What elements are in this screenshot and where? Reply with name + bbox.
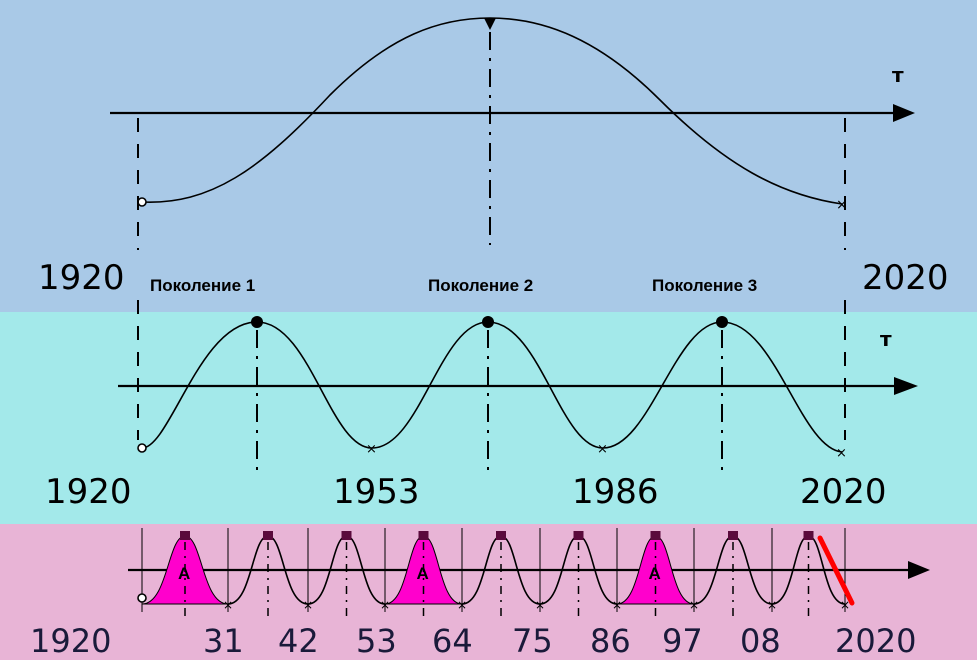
top-end-cross: × (836, 197, 848, 213)
bottom-trough-cross-1: × (223, 598, 233, 612)
bottom-peak-marker-8 (728, 531, 738, 540)
middle-panel: Поколение 1 Поколение 2 Поколение 3 т × … (45, 276, 918, 512)
bottom-trough-cross-6: × (612, 598, 622, 612)
bottom-peak-marker-7 (650, 531, 661, 540)
middle-end-cross: × (836, 446, 847, 461)
bottom-peak-marker-1 (180, 531, 190, 540)
bottom-trough-cross-3: × (380, 598, 390, 612)
bottom-panel-bg (0, 524, 977, 660)
bottom-tick-2020: 2020 (835, 622, 916, 660)
bottom-trough-cross-4: × (457, 598, 467, 612)
middle-year-start: 1920 (45, 472, 132, 512)
bottom-trough-cross-2: × (303, 598, 313, 612)
bottom-tick-75: 75 (512, 622, 553, 660)
top-axis-arrowhead (893, 104, 915, 122)
generation-3-label: Поколение 3 (652, 276, 757, 295)
top-peak-marker (484, 18, 496, 30)
generation-2-label: Поколение 2 (428, 276, 533, 295)
bottom-end-red-mark (817, 535, 855, 606)
bottom-trough-cross-7: × (689, 598, 699, 612)
generation-1-label: Поколение 1 (150, 276, 255, 295)
top-panel: т × 1920 2020 (38, 17, 949, 298)
bottom-start-point (137, 593, 147, 603)
middle-tick-1986: 1986 (572, 472, 659, 512)
middle-tick-1953: 1953 (333, 472, 420, 512)
bottom-tick-42: 42 (278, 622, 319, 660)
middle-peak-1 (251, 316, 263, 328)
bottom-tick-1920: 1920 (30, 622, 111, 660)
top-start-point (137, 197, 147, 207)
bottom-tick-08: 08 (740, 622, 781, 660)
bottom-peak-label-1: A (178, 564, 190, 583)
bottom-tick-31: 31 (203, 622, 244, 660)
middle-year-end: 2020 (800, 472, 887, 512)
middle-peak-3 (716, 316, 728, 328)
bottom-axis-arrowhead (908, 561, 930, 579)
middle-peak-2 (482, 316, 494, 328)
bottom-tick-86: 86 (590, 622, 631, 660)
middle-axis-arrowhead (894, 377, 918, 395)
bottom-peak-marker-3 (341, 531, 352, 540)
bottom-panel: A × × × A × × × A × × × 1920 31 42 53 64 75 86 97 08 2020 (30, 528, 930, 660)
bottom-trough-cross-5: × (535, 598, 545, 612)
bottom-peak-marker-6 (573, 531, 584, 540)
bottom-peak-marker-5 (496, 531, 506, 540)
middle-trough-cross-2: × (597, 442, 608, 457)
top-axis-label: т (892, 63, 904, 87)
bottom-tick-labels: 1920 31 42 53 64 75 86 97 08 2020 (30, 622, 916, 660)
top-panel-bg (0, 0, 977, 312)
bottom-peak-label-4: A (417, 564, 429, 583)
bottom-peak-markers: A × × × A × × × A × × × (178, 531, 850, 620)
middle-start-point (137, 443, 147, 453)
top-year-end: 2020 (862, 258, 949, 298)
bottom-tick-97: 97 (662, 622, 703, 660)
middle-axis-label: т (880, 327, 892, 351)
bottom-peak-marker-4 (418, 531, 429, 540)
bottom-tick-64: 64 (432, 622, 473, 660)
bottom-trough-cross-9: × (840, 598, 850, 612)
bottom-peak-marker-2 (263, 531, 273, 540)
bottom-peak-marker-9 (803, 531, 814, 540)
bottom-tick-53: 53 (356, 622, 397, 660)
bottom-peak-label-7: A (649, 564, 661, 583)
middle-trough-cross-1: × (366, 442, 377, 457)
bottom-trough-cross-8: × (767, 598, 777, 612)
top-year-start: 1920 (38, 258, 125, 298)
